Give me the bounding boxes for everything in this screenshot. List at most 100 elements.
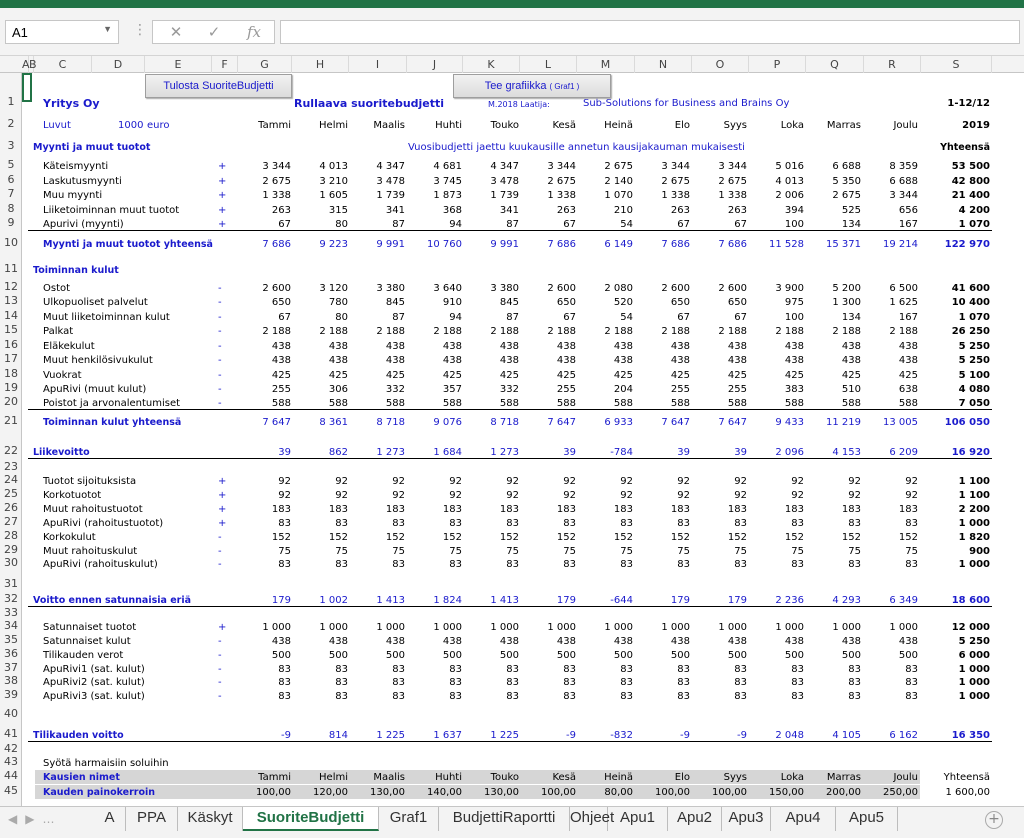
month-value: 83 — [905, 664, 918, 675]
row-label: Muu myynti — [43, 190, 103, 201]
month-header: Kesä — [552, 120, 576, 131]
month-value: 2 675 — [604, 161, 633, 172]
period-name-cell: Syys — [723, 772, 747, 783]
add-sheet-icon[interactable]: + — [985, 811, 1003, 829]
cancel-icon[interactable]: ✕ — [169, 23, 183, 41]
period-name-cell: Tammi — [258, 772, 291, 783]
month-value: 2 675 — [262, 176, 291, 187]
month-value: 67 — [278, 312, 291, 323]
month-value: 438 — [727, 636, 747, 647]
month-value: 9 991 — [376, 239, 405, 250]
month-value: 500 — [328, 650, 348, 661]
tab-nav-icons[interactable]: ◀▶… — [8, 812, 63, 826]
row-header: 8 — [7, 202, 15, 215]
input-cells[interactable] — [35, 770, 920, 784]
month-value: 500 — [841, 650, 861, 661]
month-value: 425 — [841, 370, 861, 381]
column-header: P — [749, 56, 806, 73]
month-value: 2 188 — [490, 326, 519, 337]
make-chart-sub: ( Graf1 ) — [549, 82, 580, 91]
row-sign: + — [218, 219, 227, 230]
month-value: 204 — [613, 384, 633, 395]
period-weight-cell: 100,00 — [541, 787, 576, 798]
month-value: 83 — [677, 677, 690, 688]
divider — [28, 230, 992, 231]
month-value: 39 — [563, 447, 576, 458]
row-header: 18 — [4, 367, 18, 380]
units-label: Luvut — [43, 120, 71, 131]
month-value: 438 — [556, 636, 576, 647]
month-value: 2 188 — [889, 326, 918, 337]
fx-icon[interactable]: fx — [246, 23, 261, 41]
month-value: 179 — [727, 595, 747, 606]
tab-apu1[interactable]: Apu1 — [608, 807, 668, 831]
period-weight-cell: 150,00 — [769, 787, 804, 798]
month-value: 438 — [784, 341, 804, 352]
tab-ohjeet[interactable]: Ohjeet — [570, 807, 614, 831]
tab-suoritebudjetti[interactable]: SuoriteBudjetti — [243, 807, 379, 831]
month-value: 83 — [563, 664, 576, 675]
row-header: 29 — [4, 543, 18, 556]
month-value: 332 — [499, 384, 519, 395]
month-value: 183 — [499, 504, 519, 515]
tab-apu3[interactable]: Apu3 — [722, 807, 771, 831]
month-value: 83 — [506, 518, 519, 529]
month-value: 183 — [727, 504, 747, 515]
month-value: 438 — [670, 341, 690, 352]
tab-apu2[interactable]: Apu2 — [668, 807, 722, 831]
month-value: 6 349 — [889, 595, 918, 606]
month-value: 92 — [335, 476, 348, 487]
enter-icon[interactable]: ✓ — [207, 23, 221, 41]
month-value: 500 — [442, 650, 462, 661]
month-value: 83 — [392, 691, 405, 702]
month-value: 92 — [677, 490, 690, 501]
make-chart-button[interactable]: Tee grafiikka ( Graf1 ) — [453, 74, 611, 98]
row-header: 45 — [4, 784, 18, 797]
month-value: 588 — [670, 398, 690, 409]
input-cells[interactable] — [35, 785, 920, 799]
formula-input[interactable] — [280, 20, 1020, 44]
row-total: 1 070 — [958, 312, 990, 323]
month-value: 13 005 — [883, 417, 918, 428]
month-value: 92 — [848, 476, 861, 487]
row-header: 43 — [4, 755, 18, 768]
period-name-cell: Touko — [490, 772, 519, 783]
month-value: 500 — [613, 650, 633, 661]
month-value: 438 — [499, 636, 519, 647]
tab-budjettiraportti[interactable]: BudjettiRaportti — [439, 807, 570, 831]
input-prompt: Syötä harmaisiin soluihin — [43, 758, 169, 769]
name-box[interactable]: A1 ▼ — [5, 20, 119, 44]
tab-graf1[interactable]: Graf1 — [379, 807, 439, 831]
month-value: 1 000 — [547, 622, 576, 633]
month-value: 1 684 — [433, 447, 462, 458]
unit-currency: euro — [147, 120, 170, 131]
period-label: 1-12/12 — [947, 98, 990, 109]
month-header: Joulu — [893, 120, 918, 131]
row-header: 25 — [4, 487, 18, 500]
month-value: 80 — [335, 219, 348, 230]
month-value: 3 745 — [433, 176, 462, 187]
tab-käskyt[interactable]: Käskyt — [178, 807, 243, 831]
row-label: ApuRivi (rahoituskulut) — [43, 559, 158, 570]
month-value: 3 344 — [262, 161, 291, 172]
author-name: Sub-Solutions for Business and Brains Oy — [583, 98, 790, 109]
print-budget-button[interactable]: Tulosta SuoriteBudjetti — [145, 74, 292, 98]
tab-a[interactable]: A — [94, 807, 126, 831]
chevron-down-icon[interactable]: ▼ — [103, 24, 112, 34]
month-value: 500 — [898, 650, 918, 661]
month-value: 87 — [392, 312, 405, 323]
tab-ppa[interactable]: PPA — [126, 807, 178, 831]
month-value: 425 — [442, 370, 462, 381]
column-header: B — [29, 56, 37, 73]
row-sign: - — [218, 283, 222, 294]
month-value: -9 — [737, 730, 747, 741]
month-value: 2 188 — [547, 326, 576, 337]
row-sign: - — [218, 636, 222, 647]
row-header: 24 — [4, 473, 18, 486]
tab-apu4[interactable]: Apu4 — [771, 807, 836, 831]
month-value: 4 347 — [490, 161, 519, 172]
month-value: 92 — [734, 490, 747, 501]
row-label: ApuRivi3 (sat. kulut) — [43, 691, 145, 702]
tab-apu5[interactable]: Apu5 — [836, 807, 898, 831]
